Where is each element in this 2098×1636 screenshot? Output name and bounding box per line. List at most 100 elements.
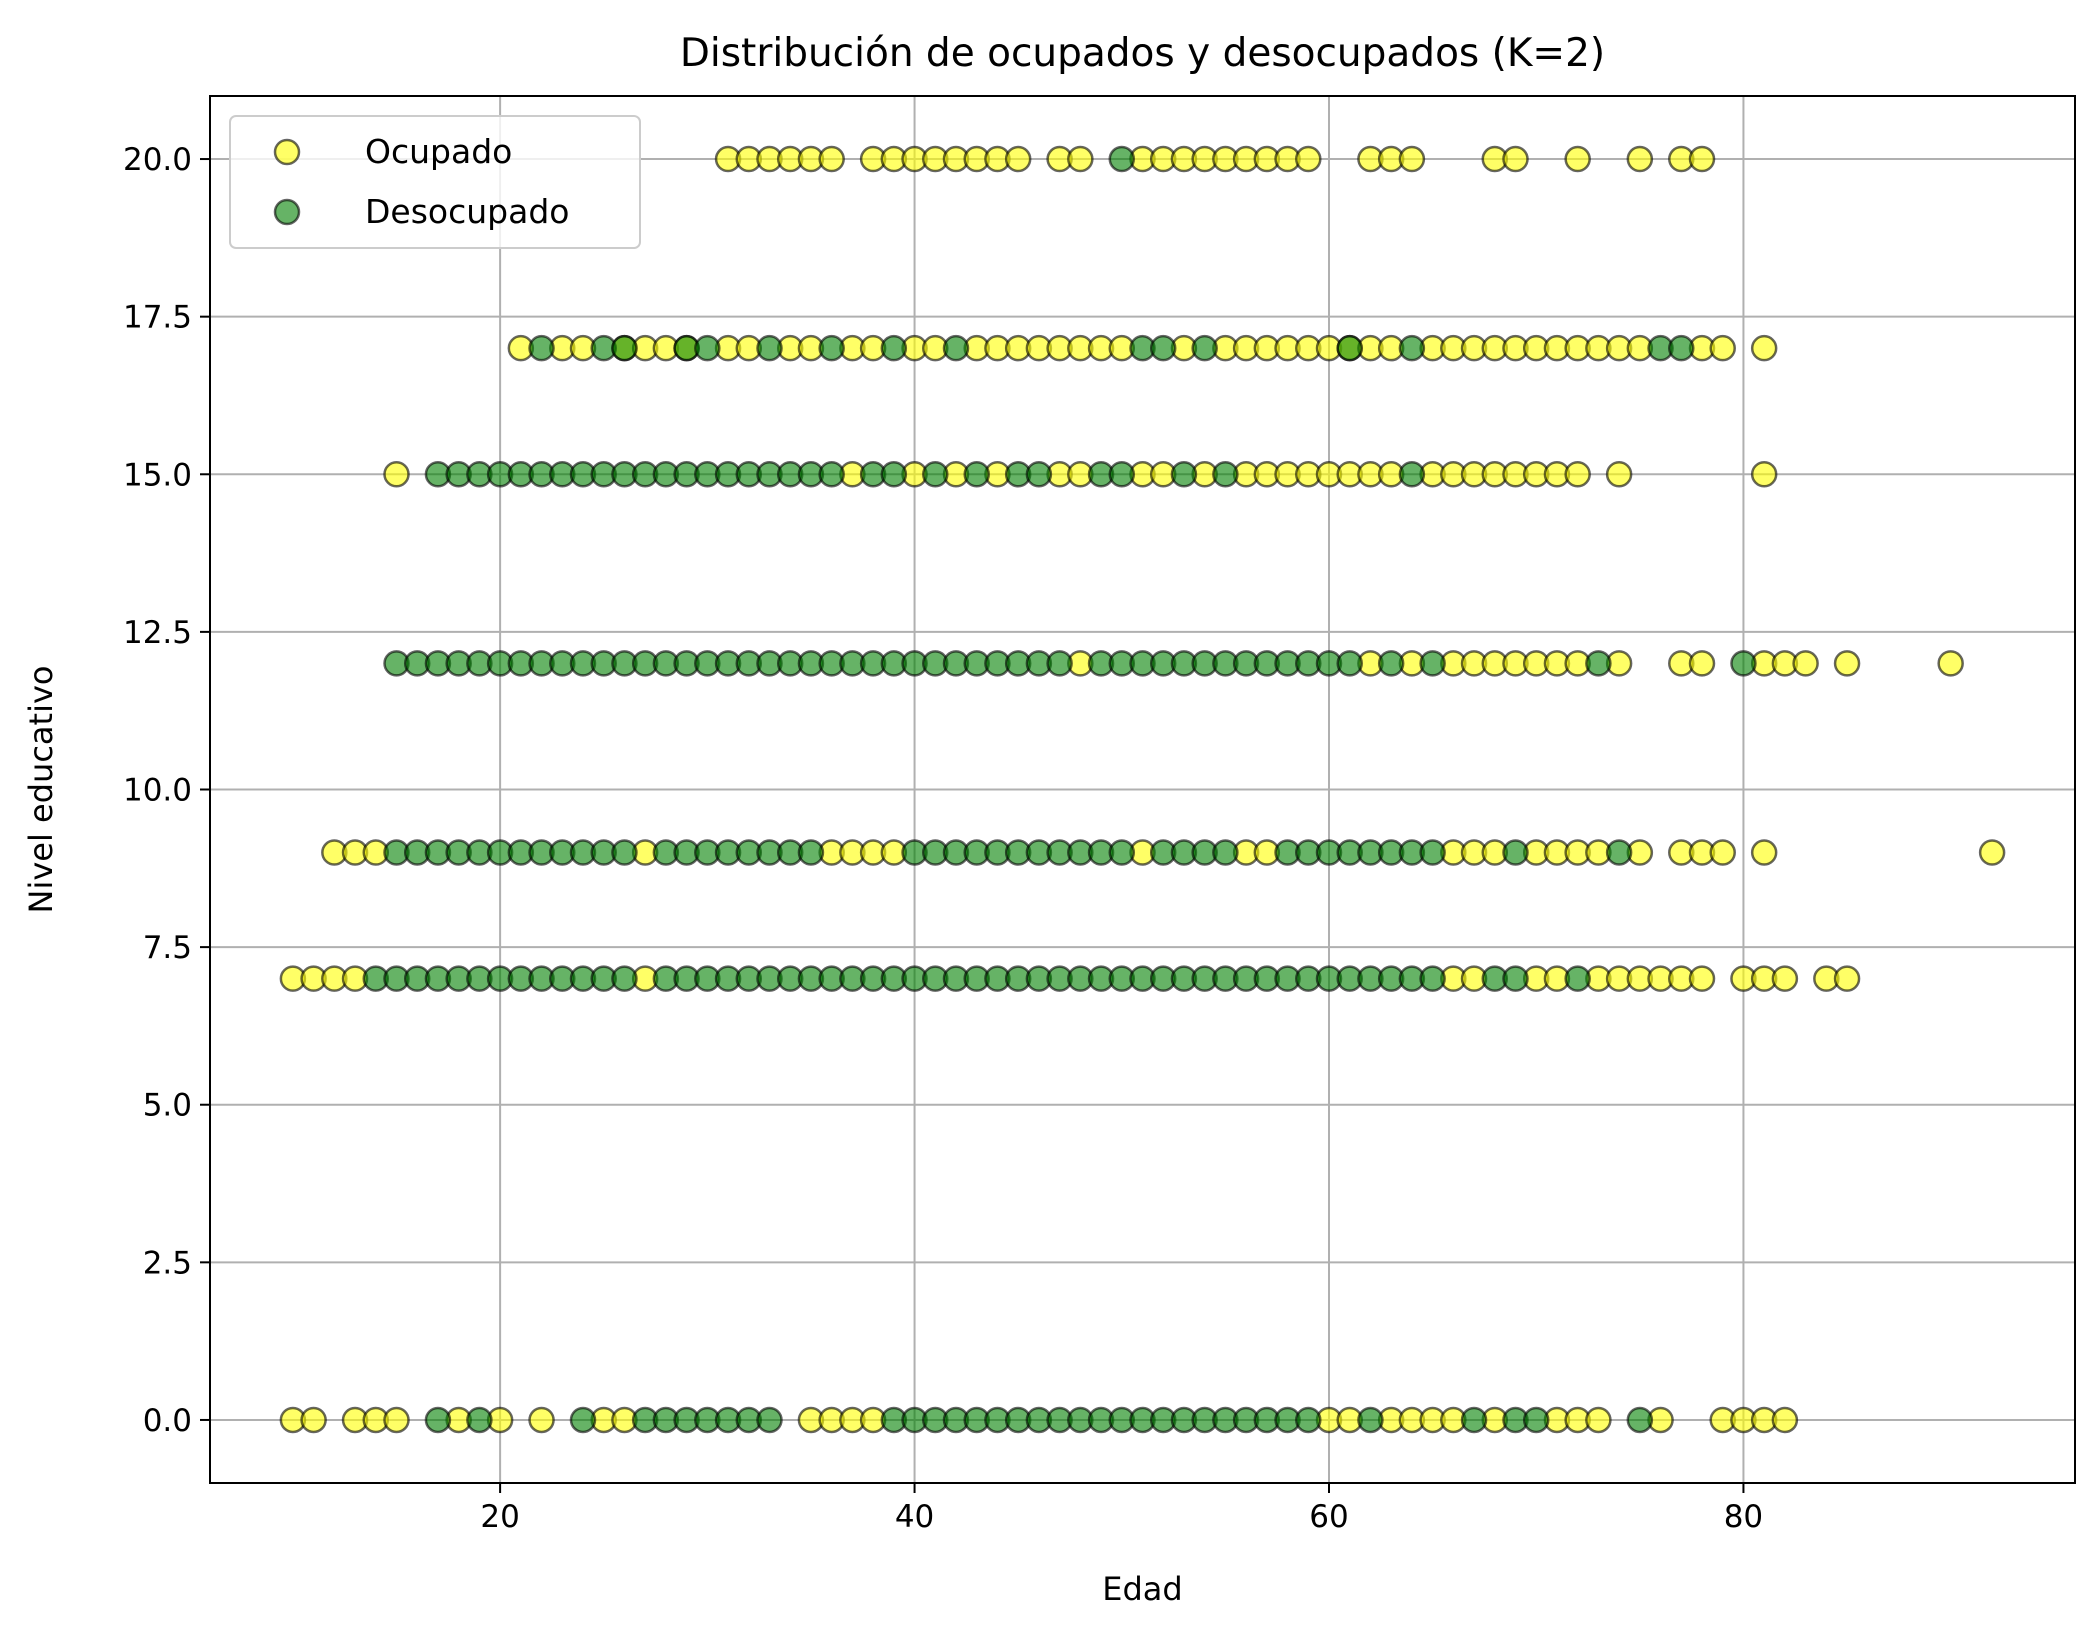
data-point-desocupado <box>466 1406 493 1434</box>
data-point-desocupado <box>611 965 638 992</box>
data-point-ocupado <box>1833 965 1861 992</box>
data-point-desocupado <box>1398 334 1426 362</box>
data-point-desocupado <box>1108 461 1136 488</box>
data-point-ocupado <box>1564 145 1591 173</box>
legend-label-desocupado: Desocupado <box>365 192 569 231</box>
chart-title: Distribución de ocupados y desocupados (… <box>680 31 1605 76</box>
y-tick-label: 10.0 <box>123 773 192 809</box>
data-point-desocupado <box>1295 1406 1322 1434</box>
data-point-desocupado <box>1149 334 1177 362</box>
data-point-desocupado <box>1564 965 1591 992</box>
data-point-desocupado <box>922 461 949 488</box>
data-point-desocupado <box>528 334 555 362</box>
data-point-desocupado <box>1357 1406 1384 1434</box>
data-point-desocupado <box>1419 839 1446 866</box>
data-point-ocupado <box>1792 650 1819 677</box>
data-point-desocupado <box>1585 650 1612 677</box>
data-point-desocupado <box>611 334 638 362</box>
data-point-ocupado <box>1564 461 1591 488</box>
legend-label-ocupado: Ocupado <box>365 132 512 171</box>
legend-box <box>229 115 641 249</box>
data-point-desocupado <box>1377 650 1405 677</box>
data-point-desocupado <box>611 839 638 866</box>
data-point-desocupado <box>1398 461 1426 488</box>
data-point-ocupado <box>1067 145 1094 173</box>
data-point-desocupado <box>694 334 721 362</box>
data-point-ocupado <box>1750 461 1778 488</box>
data-point-desocupado <box>1170 461 1198 488</box>
data-point-desocupado <box>1605 839 1633 866</box>
points-layer <box>279 145 2006 1434</box>
data-point-ocupado <box>818 145 845 173</box>
data-point-desocupado <box>818 461 845 488</box>
data-point-ocupado <box>383 1406 410 1434</box>
data-point-ocupado <box>300 1406 327 1434</box>
ticks-layer: 20 40 60 80 0.0 2.5 5.0 7.5 10.0 12.5 15.0 17.5 20.0 <box>123 142 1763 1535</box>
y-tick-label: 12.5 <box>123 615 192 651</box>
data-point-desocupado <box>1212 839 1239 866</box>
legend: Ocupado Desocupado <box>229 115 641 249</box>
data-point-desocupado <box>1522 1406 1550 1434</box>
y-tick-label: 5.0 <box>143 1088 192 1124</box>
data-point-desocupado <box>1626 1406 1654 1434</box>
data-point-ocupado <box>1502 145 1529 173</box>
data-point-desocupado <box>1336 650 1363 677</box>
data-point-desocupado <box>569 1406 597 1434</box>
data-point-ocupado <box>1750 334 1778 362</box>
data-point-ocupado <box>1688 965 1716 992</box>
x-tick-label: 20 <box>480 1499 519 1535</box>
data-point-desocupado <box>1502 965 1529 992</box>
x-tick-label: 40 <box>895 1499 934 1535</box>
data-point-desocupado <box>756 334 783 362</box>
data-point-ocupado <box>1688 145 1716 173</box>
data-point-desocupado <box>797 839 825 866</box>
y-axis-label: Nivel educativo <box>22 666 60 914</box>
data-point-ocupado <box>528 1406 555 1434</box>
y-tick-label: 0.0 <box>143 1403 192 1439</box>
data-point-ocupado <box>1750 839 1778 866</box>
data-point-ocupado <box>1771 1406 1799 1434</box>
data-point-desocupado <box>1730 650 1757 677</box>
data-point-desocupado <box>1460 1406 1488 1434</box>
data-point-ocupado <box>1004 145 1032 173</box>
data-point-desocupado <box>1668 334 1695 362</box>
data-point-ocupado <box>1833 650 1861 677</box>
data-point-desocupado <box>1108 839 1136 866</box>
data-point-desocupado <box>1191 334 1218 362</box>
data-point-desocupado <box>880 461 908 488</box>
data-point-ocupado <box>1585 1406 1612 1434</box>
data-point-desocupado <box>1046 650 1073 677</box>
data-point-desocupado <box>1419 965 1446 992</box>
data-point-ocupado <box>1771 965 1799 992</box>
data-point-desocupado <box>1419 650 1446 677</box>
data-point-desocupado <box>1212 461 1239 488</box>
data-point-desocupado <box>756 1406 783 1434</box>
data-point-ocupado <box>1688 650 1716 677</box>
data-point-desocupado <box>1108 145 1136 173</box>
data-point-desocupado <box>1502 839 1529 866</box>
data-point-desocupado <box>942 334 970 362</box>
y-tick-label: 20.0 <box>123 142 192 178</box>
data-point-ocupado <box>1978 839 2006 866</box>
legend-marker-desocupado <box>273 198 301 226</box>
data-point-ocupado <box>1937 650 1964 677</box>
data-point-desocupado <box>1336 334 1363 362</box>
x-tick-label: 60 <box>1309 1499 1348 1535</box>
legend-marker-ocupado <box>273 138 301 166</box>
data-point-ocupado <box>1605 461 1633 488</box>
data-point-desocupado <box>963 461 990 488</box>
y-tick-label: 2.5 <box>143 1245 192 1281</box>
data-point-desocupado <box>1025 461 1053 488</box>
data-point-ocupado <box>1709 839 1736 866</box>
data-point-ocupado <box>1626 145 1654 173</box>
y-tick-label: 17.5 <box>123 300 192 336</box>
data-point-ocupado <box>1398 145 1426 173</box>
data-point-ocupado <box>1295 145 1322 173</box>
data-point-desocupado <box>424 1406 452 1434</box>
y-tick-label: 7.5 <box>143 930 192 966</box>
x-axis-label: Edad <box>1102 1570 1182 1608</box>
y-tick-label: 15.0 <box>123 457 192 493</box>
